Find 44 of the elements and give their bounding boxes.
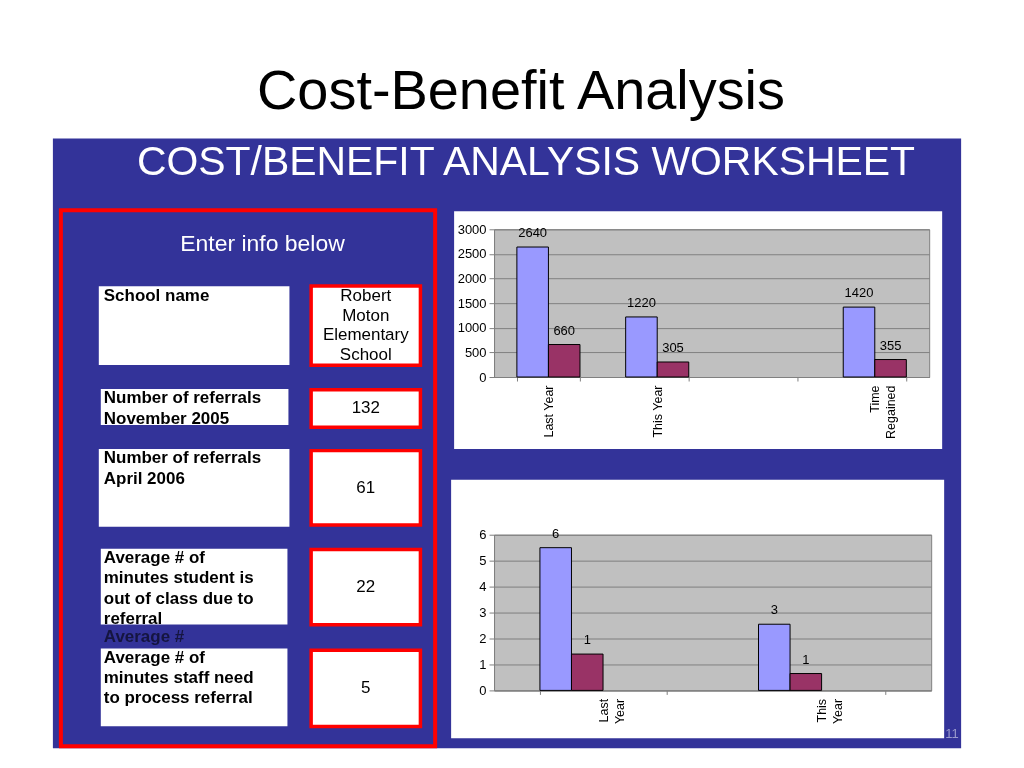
text: Number of referrals April 2006 xyxy=(103,448,262,488)
x-tick-label: This Year xyxy=(650,385,665,438)
data-label: 660 xyxy=(553,322,576,338)
text: 11 xyxy=(945,726,959,742)
data-label: 1220 xyxy=(627,294,656,310)
data-label: 355 xyxy=(879,337,902,353)
text: 132 xyxy=(351,398,380,418)
data-label: 1420 xyxy=(844,285,874,301)
y-tick-label: 0 xyxy=(479,682,487,698)
x-tick-label: Last Year xyxy=(541,385,556,438)
y-tick-label: 2000 xyxy=(457,271,487,287)
text: Average # of minutes staff need to process referral xyxy=(103,647,254,708)
y-tick-label: 3000 xyxy=(457,221,487,237)
data-label: 2640 xyxy=(518,225,548,241)
data-label: 1 xyxy=(583,632,591,648)
text: School name xyxy=(103,285,210,305)
y-tick-label: 4 xyxy=(479,579,487,595)
y-tick-label: 1 xyxy=(479,656,487,672)
data-label: 1 xyxy=(802,651,810,667)
x-tick-label: Last Year xyxy=(596,698,627,725)
y-tick-label: 3 xyxy=(479,605,487,621)
text: Enter info below xyxy=(180,230,346,257)
y-tick-label: 1000 xyxy=(457,320,487,336)
y-tick-label: 500 xyxy=(464,344,487,360)
data-label: 6 xyxy=(552,525,560,541)
text: 22 xyxy=(356,577,376,597)
y-tick-label: 2500 xyxy=(457,246,487,262)
text: Average # of minutes student is out of class due to referral xyxy=(103,548,254,628)
text: Cost-Benefit Analysis xyxy=(257,57,785,121)
data-label: 3 xyxy=(770,602,778,618)
text: 5 xyxy=(361,678,371,698)
text: Number of referrals November 2005 xyxy=(103,388,262,428)
text: 61 xyxy=(356,477,376,497)
text: Average # xyxy=(103,627,185,647)
text: Robert Moton Elementary School xyxy=(322,286,410,364)
y-tick-label: 2 xyxy=(479,631,487,646)
y-tick-label: 5 xyxy=(479,553,487,569)
x-tick-label: This Year xyxy=(815,698,846,725)
y-tick-label: 1500 xyxy=(457,295,487,311)
text: COST/BENEFIT ANALYSIS WORKSHEET xyxy=(136,138,916,185)
x-tick-label: Time Regained xyxy=(868,385,899,439)
y-tick-label: 0 xyxy=(479,369,487,385)
data-label: 305 xyxy=(662,340,684,356)
y-tick-label: 6 xyxy=(479,527,487,543)
